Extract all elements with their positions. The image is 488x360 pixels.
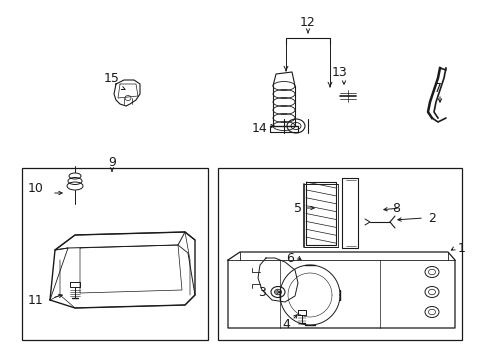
Text: 15: 15 bbox=[104, 72, 120, 85]
Text: 2: 2 bbox=[427, 211, 435, 225]
Text: 4: 4 bbox=[282, 319, 289, 332]
Text: 9: 9 bbox=[108, 156, 116, 168]
Text: 1: 1 bbox=[457, 242, 465, 255]
Bar bbox=[22, 168, 207, 340]
Text: 13: 13 bbox=[331, 66, 347, 78]
Text: 11: 11 bbox=[28, 293, 44, 306]
Text: 7: 7 bbox=[433, 81, 441, 94]
Text: 14: 14 bbox=[252, 122, 267, 135]
Text: 6: 6 bbox=[285, 252, 293, 265]
Text: 12: 12 bbox=[300, 15, 315, 28]
Text: 8: 8 bbox=[391, 202, 399, 215]
Text: 5: 5 bbox=[293, 202, 302, 215]
Text: 10: 10 bbox=[28, 181, 44, 194]
Bar bbox=[218, 168, 461, 340]
Text: 3: 3 bbox=[258, 285, 265, 298]
